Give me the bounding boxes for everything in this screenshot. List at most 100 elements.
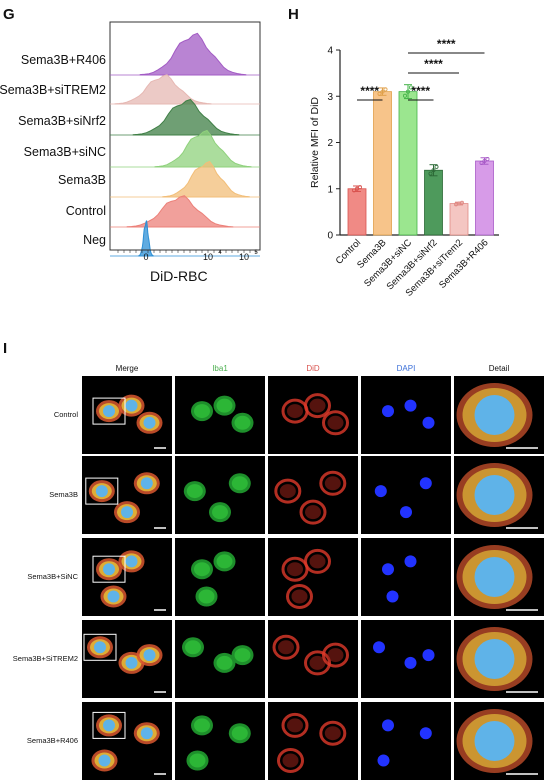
row-label: Sema3B (49, 490, 78, 499)
did-signal (291, 589, 308, 604)
histogram-tick-label: 10 (239, 252, 249, 260)
dapi-nucleus (377, 754, 390, 767)
iba1-signal (234, 415, 251, 430)
did-signal (304, 393, 331, 419)
microscopy-tile (82, 702, 172, 780)
microscopy-tile (175, 620, 265, 698)
cell-nucleus (103, 405, 115, 418)
microscopy-tile (175, 538, 265, 616)
did-signal (327, 648, 344, 663)
did-signal (319, 470, 347, 496)
row-label: Sema3B+SiNC (27, 572, 78, 581)
histogram-peak (139, 32, 247, 76)
iba1-signal (185, 640, 201, 655)
histogram-row-label: Sema3B+siNrf2 (18, 114, 106, 128)
data-point (406, 89, 411, 94)
data-point (479, 160, 484, 165)
microscopy-tile (82, 376, 172, 454)
dapi-nucleus (404, 656, 417, 669)
cell-nucleus (125, 399, 138, 412)
did-signal (286, 584, 313, 609)
dapi-nucleus (400, 506, 412, 519)
data-point (403, 93, 408, 98)
zoom-box (83, 633, 117, 661)
microscopy-tile (175, 456, 265, 534)
microscopy-tile (82, 456, 172, 534)
dapi-nucleus (422, 649, 435, 662)
microscopy-tile (268, 376, 358, 454)
iba1-signal (216, 655, 233, 670)
y-tick-label: 1 (327, 184, 333, 195)
cell-nucleus (103, 719, 115, 732)
dapi-nucleus (382, 405, 394, 418)
did-signal (287, 562, 303, 577)
microscopy-tile (175, 376, 265, 454)
did-signal (319, 720, 347, 746)
column-header: Iba1 (212, 364, 228, 373)
iba1-signal (194, 404, 210, 419)
cell-nucleus (125, 555, 138, 568)
cell-nucleus (121, 506, 133, 519)
zoom-box (92, 711, 126, 739)
row-label: Control (53, 410, 78, 419)
iba1-signal (216, 554, 233, 569)
histogram-peak (114, 74, 212, 105)
dapi-nucleus (419, 477, 432, 490)
did-signal (277, 748, 304, 773)
cell-nucleus (143, 649, 156, 662)
dapi-nucleus (373, 641, 385, 654)
did-signal (287, 404, 303, 419)
histogram-row-label: Sema3B+siNC (23, 145, 106, 159)
histogram-tick-label: 4 (218, 250, 222, 256)
cell-nucleus (98, 754, 111, 767)
did-signal (305, 505, 321, 520)
histogram-peak (154, 129, 252, 168)
microscopy-tile (454, 456, 544, 534)
dapi-nucleus (404, 399, 417, 412)
did-signal (322, 410, 349, 436)
row-label: Sema3B+R406 (26, 736, 78, 745)
did-signal (281, 712, 309, 738)
dapi-nucleus (404, 555, 417, 568)
cell-nucleus (140, 727, 153, 740)
did-signal (309, 655, 326, 670)
iba1-signal (189, 753, 206, 768)
cell-nucleus (143, 416, 156, 429)
y-axis-label: Relative MFI of DiD (309, 97, 321, 188)
histogram-row-label: Sema3B+siTREM2 (0, 83, 106, 97)
microscopy-tile (268, 538, 358, 616)
zoom-box (92, 397, 126, 425)
microscopy-tile (361, 456, 451, 534)
did-signal (327, 415, 344, 430)
histogram-tick-label: 0 (143, 252, 148, 260)
cell-nucleus (140, 477, 153, 490)
flow-histogram-plot: 0 10 4 10 5 (109, 21, 261, 260)
microscopy-tile (361, 538, 451, 616)
histogram-tick-label: 10 (203, 252, 213, 260)
y-tick-label: 3 (327, 92, 333, 103)
iba1-signal (194, 562, 210, 577)
dapi-nucleus (386, 590, 399, 603)
cell-nucleus (95, 485, 108, 498)
zoom-box (85, 477, 119, 505)
data-point (434, 164, 439, 169)
histogram-x-axis-label: DiD-RBC (150, 268, 208, 284)
did-signal (309, 554, 326, 569)
data-point (409, 85, 414, 90)
did-signal (322, 642, 349, 668)
y-tick-label: 2 (327, 138, 333, 149)
data-point (431, 168, 436, 173)
histogram-peak (162, 160, 250, 198)
iba1-signal (231, 726, 248, 741)
microscopy-tile (454, 702, 544, 780)
did-signal (287, 718, 303, 733)
detail-nucleus (474, 475, 515, 515)
did-signal (279, 484, 296, 499)
significance-label: **** (424, 57, 443, 71)
iba1-signal (231, 476, 248, 491)
data-point (482, 158, 487, 163)
iba1-signal (212, 505, 228, 520)
histogram-row-label: Sema3B (58, 173, 106, 187)
histogram-row-label: Sema3B+R406 (20, 53, 106, 67)
